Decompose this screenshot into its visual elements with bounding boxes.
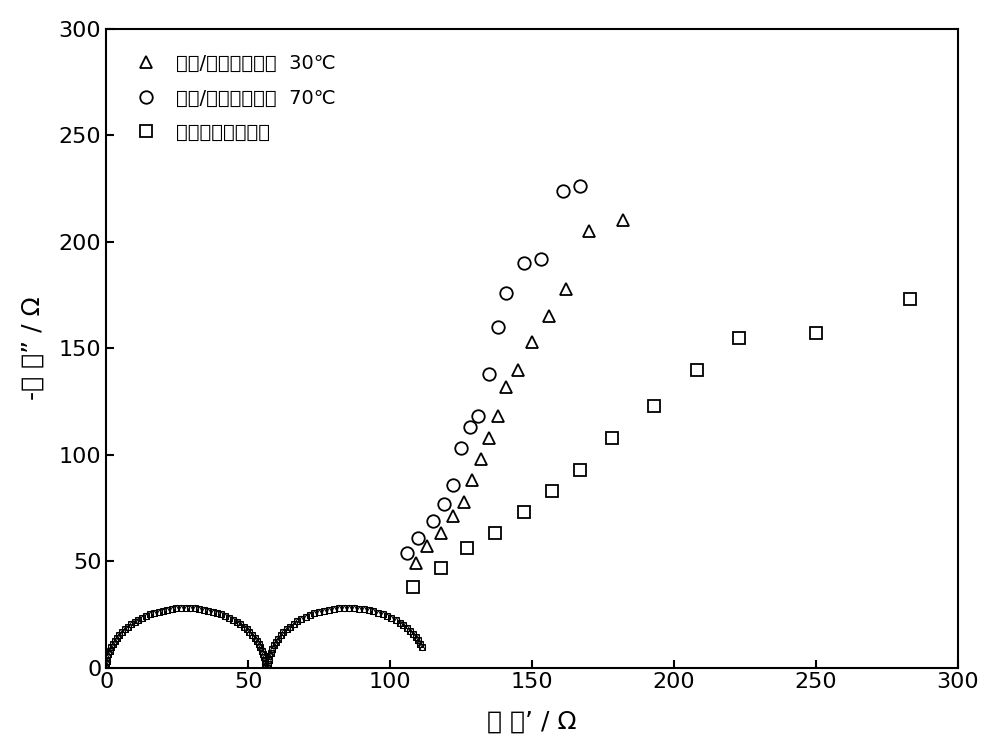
碳点/聚乙烯基咋唔  70℃ [447,480,459,489]
市售聚乙烯基咋唔 [407,582,419,591]
碳点/聚乙烯基咋唔  70℃ [492,323,504,332]
碳点/聚乙烯基咋唔  30℃ [492,412,504,421]
市售聚乙烯基咋唔 [461,544,473,553]
市售聚乙烯基咋唔 [691,365,703,374]
碳点/聚乙烯基咋唔  30℃ [560,284,572,293]
市售聚乙烯基咋唔 [518,507,530,516]
碳点/聚乙烯基咋唔  70℃ [574,182,586,191]
市售聚乙烯基咋唔 [810,329,822,338]
碳点/聚乙烯基咋唔  30℃ [543,311,555,320]
碳点/聚乙烯基咋唔  30℃ [512,365,524,374]
碳点/聚乙烯基咋唔  70℃ [412,533,424,542]
碳点/聚乙烯基咋唔  70℃ [557,186,569,195]
碳点/聚乙烯基咋唔  70℃ [483,369,495,379]
市售聚乙烯基咋唔 [574,465,586,474]
Line: 碳点/聚乙烯基咋唔  30℃: 碳点/聚乙烯基咋唔 30℃ [409,214,629,569]
碳点/聚乙烯基咋唔  30℃ [475,455,487,464]
Line: 碳点/聚乙烯基咋唔  70℃: 碳点/聚乙烯基咋唔 70℃ [401,180,587,559]
碳点/聚乙烯基咋唔  70℃ [535,254,547,263]
碳点/聚乙烯基咋唔  30℃ [617,216,629,225]
碳点/聚乙烯基咋唔  70℃ [427,516,439,526]
市售聚乙烯基咋唔 [733,333,745,342]
碳点/聚乙烯基咋唔  30℃ [435,529,447,538]
Y-axis label: -阻 抗” / Ω: -阻 抗” / Ω [21,296,45,400]
碳点/聚乙烯基咋唔  70℃ [518,259,530,268]
碳点/聚乙烯基咋唔  70℃ [455,444,467,453]
碳点/聚乙烯基咋唔  30℃ [500,382,512,391]
市售聚乙烯基咋唔 [489,529,501,538]
碳点/聚乙烯基咋唔  30℃ [526,337,538,346]
碳点/聚乙烯基咋唔  70℃ [464,422,476,431]
碳点/聚乙烯基咋唔  30℃ [447,512,459,521]
Legend: 碳点/聚乙烯基咋唔  30℃, 碳点/聚乙烯基咋唔  70℃, 市售聚乙烯基咋唔: 碳点/聚乙烯基咋唔 30℃, 碳点/聚乙烯基咋唔 70℃, 市售聚乙烯基咋唔 [116,38,351,158]
碳点/聚乙烯基咋唔  70℃ [472,412,484,421]
碳点/聚乙烯基咋唔  30℃ [421,541,433,550]
碳点/聚乙烯基咋唔  30℃ [583,227,595,236]
市售聚乙烯基咋唔 [606,433,618,442]
碳点/聚乙烯基咋唔  30℃ [458,497,470,506]
X-axis label: 阻 抗’ / Ω: 阻 抗’ / Ω [487,710,577,733]
碳点/聚乙烯基咋唔  70℃ [401,548,413,557]
市售聚乙烯基咋唔 [648,401,660,410]
碳点/聚乙烯基咋唔  70℃ [500,288,512,297]
Line: 市售聚乙烯基咋唔: 市售聚乙烯基咋唔 [407,293,916,593]
碳点/聚乙烯基咋唔  30℃ [466,476,478,485]
市售聚乙烯基咋唔 [435,563,447,572]
碳点/聚乙烯基咋唔  30℃ [410,559,422,568]
碳点/聚乙烯基咋唔  30℃ [483,433,495,442]
市售聚乙烯基咋唔 [546,486,558,495]
市售聚乙烯基咋唔 [904,295,916,304]
碳点/聚乙烯基咋唔  70℃ [438,499,450,508]
